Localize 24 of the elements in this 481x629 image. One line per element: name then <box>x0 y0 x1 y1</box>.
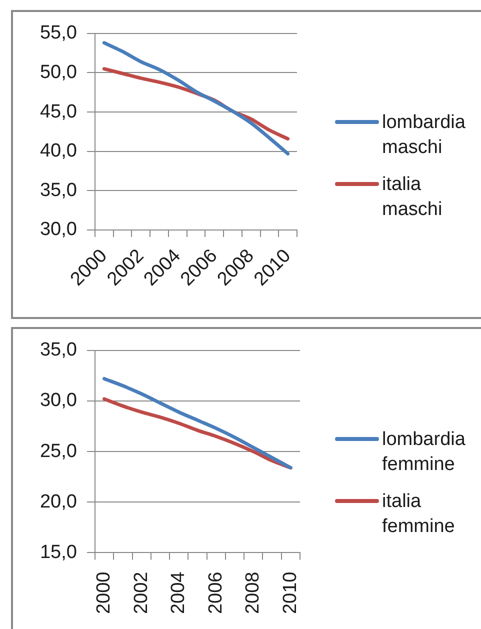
legend-label: italia maschi <box>382 173 444 222</box>
y-tick-label: 35,0 <box>40 180 77 201</box>
legend-label: lombardia maschi <box>382 111 466 160</box>
line-series <box>102 376 292 470</box>
y-tick-label: 30,0 <box>40 219 77 240</box>
y-tick-label: 55,0 <box>40 22 77 44</box>
y-tick-label: 50,0 <box>40 62 77 83</box>
x-tick-label: 2010 <box>280 572 301 614</box>
y-tick-label: 40,0 <box>40 140 77 162</box>
legend-label: lombardia femmine <box>382 428 466 477</box>
y-tick-label: 30,0 <box>40 390 77 412</box>
y-tick-label: 35,0 <box>40 340 77 361</box>
y-tick-label: 15,0 <box>40 542 77 563</box>
line-series <box>102 41 290 156</box>
y-tick-label: 20,0 <box>40 491 77 512</box>
x-tick-label: 2008 <box>242 572 264 614</box>
x-tick-label: 2000 <box>94 572 115 614</box>
x-tick-label: 2002 <box>130 572 152 614</box>
y-tick-label: 45,0 <box>40 101 77 122</box>
y-tick-label: 25,0 <box>40 440 77 462</box>
x-tick-label: 2004 <box>168 571 190 614</box>
legend-label: italia femmine <box>382 490 456 539</box>
line-series <box>102 397 292 470</box>
x-tick-label: 2006 <box>205 572 226 614</box>
